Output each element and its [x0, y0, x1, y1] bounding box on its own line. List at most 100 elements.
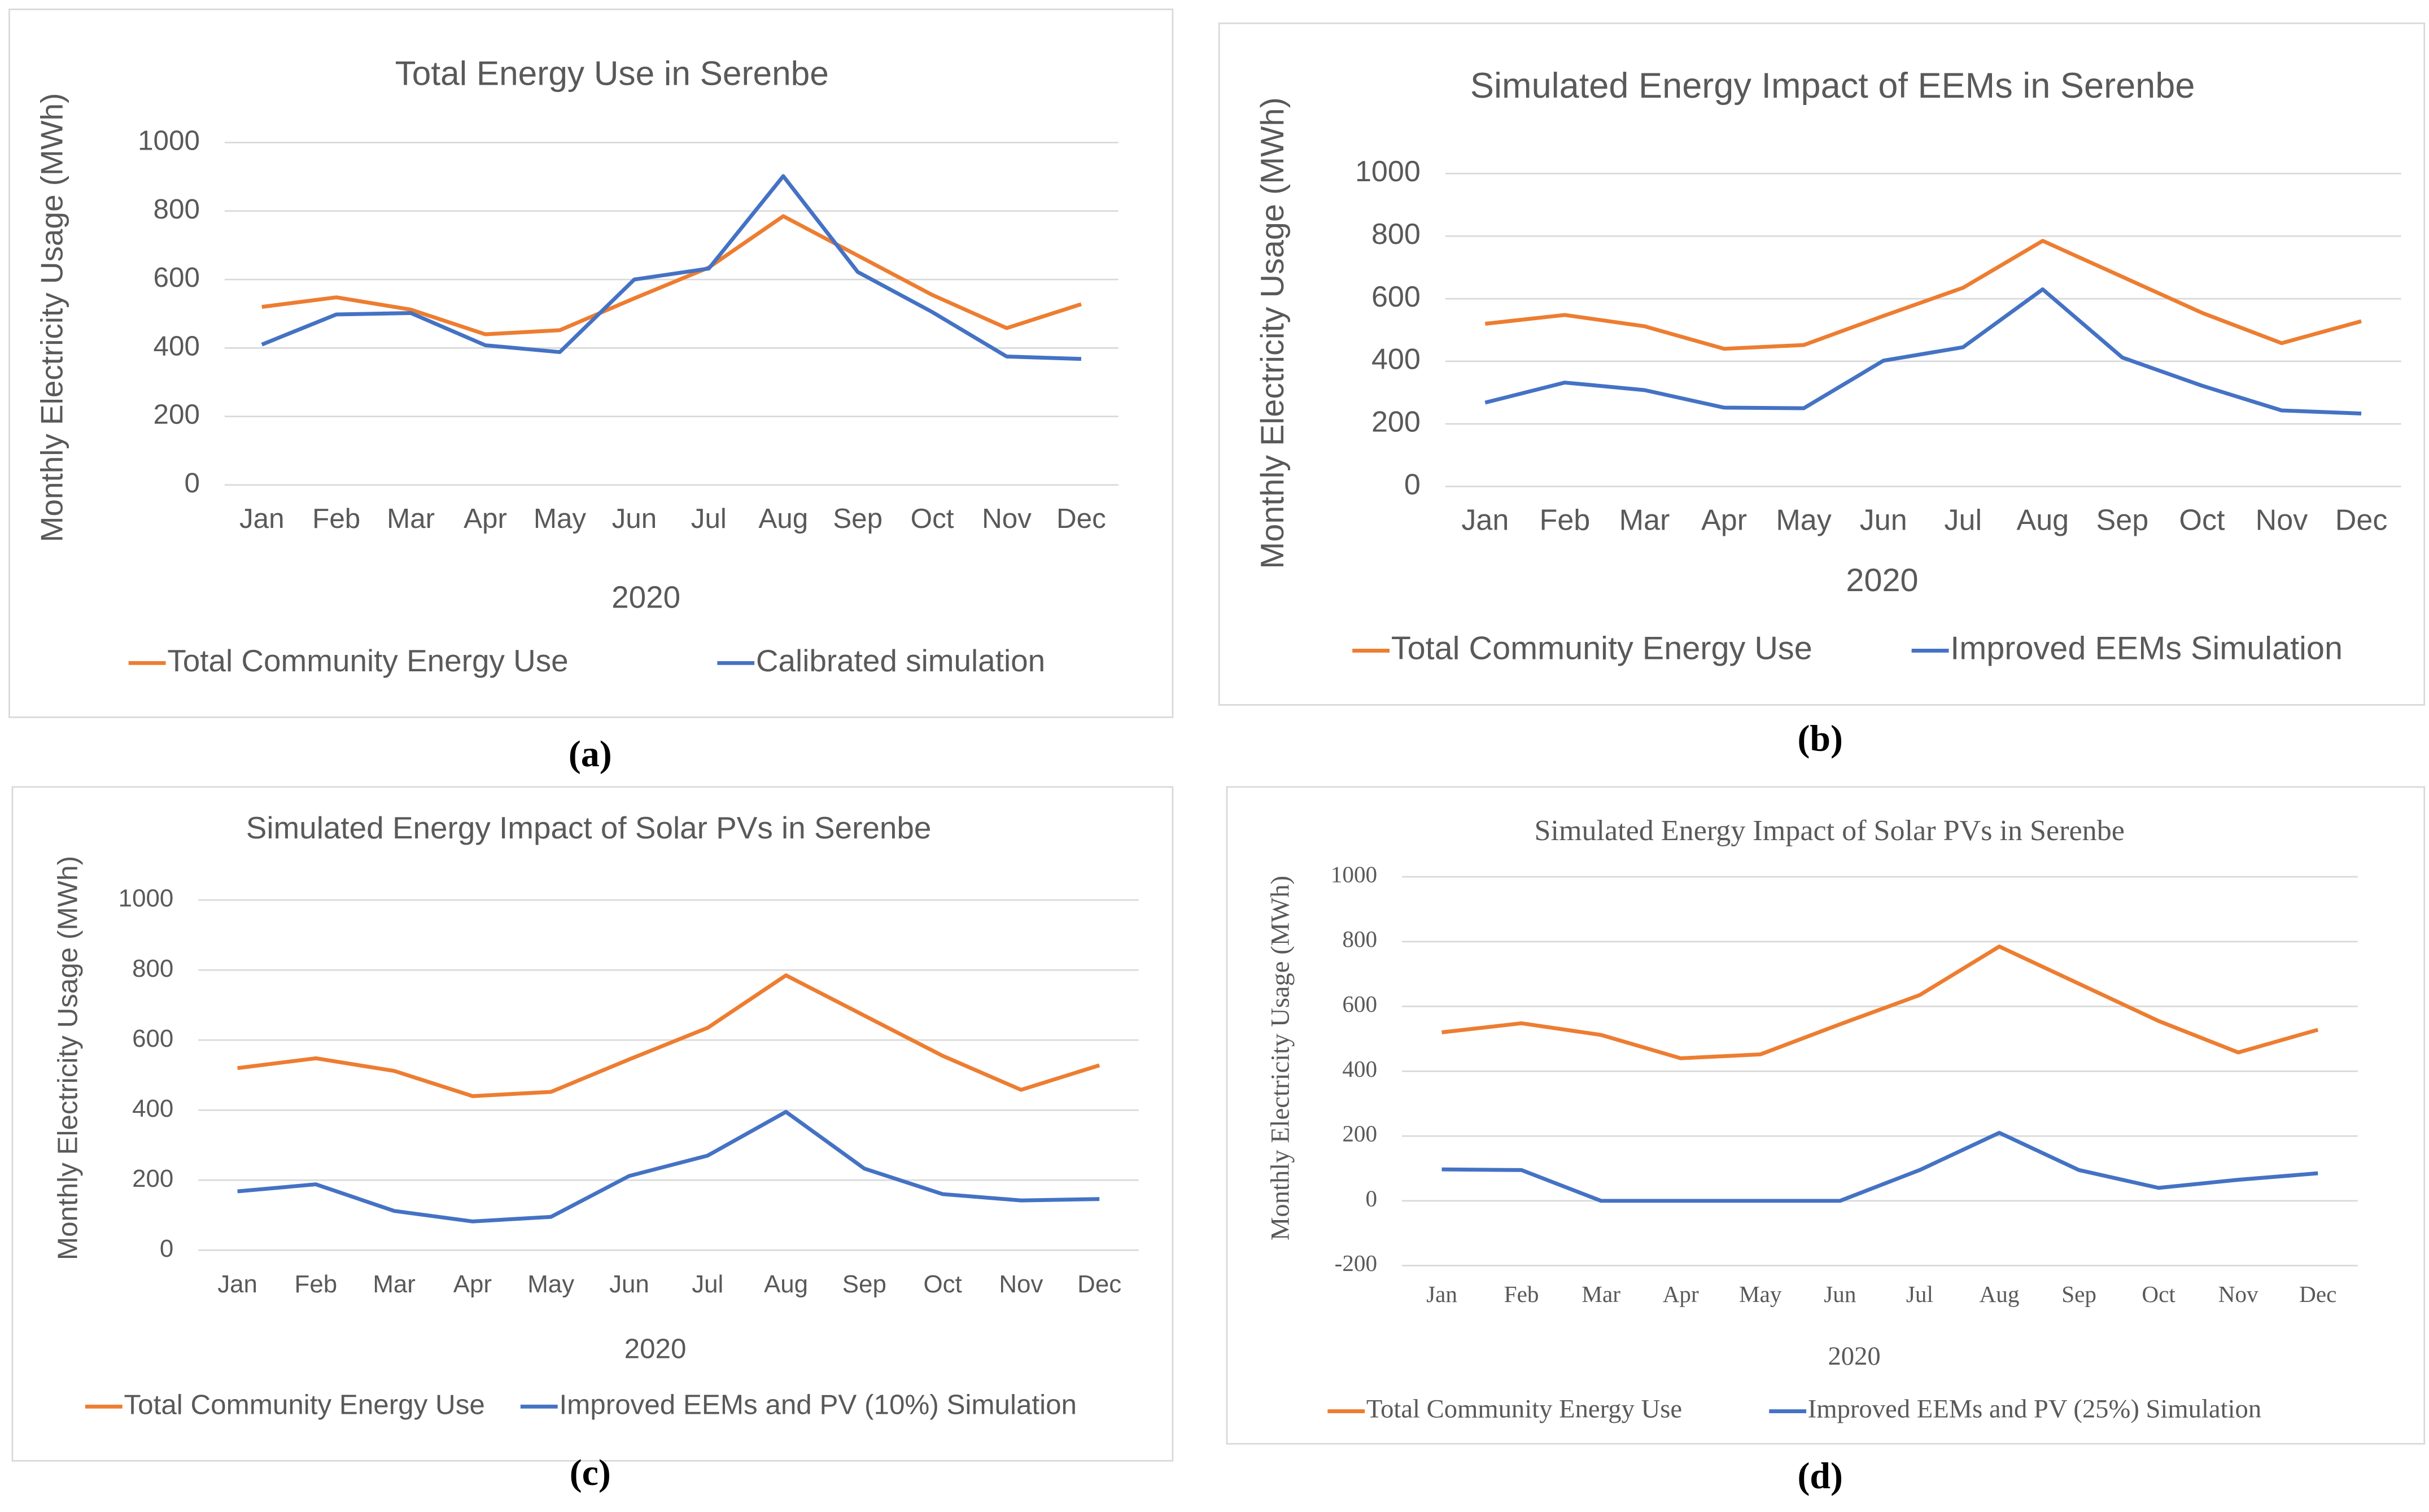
x-tick-label: Apr	[464, 503, 507, 534]
x-tick-label: Sep	[833, 503, 883, 534]
x-tick-label: Oct	[911, 503, 954, 534]
y-tick-label: 1000	[1355, 155, 1421, 188]
x-tick-label: Dec	[1056, 503, 1106, 534]
y-axis-label: Monthly Electricity Usage (MWh)	[1265, 876, 1295, 1240]
x-tick-label: Jun	[612, 503, 657, 534]
panel-caption: (b)	[1798, 718, 1843, 759]
y-tick-label: 400	[132, 1095, 173, 1122]
data-line	[1484, 287, 2362, 416]
chart-panel: Simulated Energy Impact of Solar PVs in …	[11, 786, 1174, 1462]
legend-label: Total Community Energy Use	[1366, 1394, 1682, 1423]
data-line	[1441, 944, 2319, 1060]
legend-label: Calibrated simulation	[756, 643, 1045, 678]
panel-border	[8, 8, 1174, 718]
x-tick-label: Sep	[2096, 504, 2149, 536]
y-tick-label: 800	[1342, 926, 1377, 952]
y-tick-label: 800	[154, 194, 200, 225]
y-tick-label: 200	[1342, 1121, 1377, 1147]
x-tick-label: Jul	[691, 503, 727, 534]
x-tick-label: Jan	[217, 1270, 257, 1298]
legend-label: Total Community Energy Use	[1391, 631, 1812, 667]
data-line	[261, 214, 1082, 337]
x-tick-label: Jan	[239, 503, 285, 534]
chart-panel: Total Energy Use in Serenbe Monthly Elect…	[8, 8, 1174, 718]
y-tick-label: 600	[1342, 991, 1377, 1017]
x-tick-label: Nov	[2218, 1281, 2258, 1307]
y-axis-label: Monthly Electricity Usage (MWh)	[53, 856, 84, 1260]
x-tick-label: Nov	[2256, 504, 2308, 536]
y-tick-label: 800	[132, 955, 173, 982]
x-axis-label: 2020	[1828, 1341, 1880, 1371]
data-line	[237, 973, 1100, 1098]
x-tick-label: Aug	[1980, 1281, 2020, 1307]
x-axis-label: 2020	[611, 579, 680, 614]
legend-label: Improved EEMs and PV (25%) Simulation	[1808, 1394, 2261, 1423]
legend-label: Improved EEMs Simulation	[1950, 631, 2343, 667]
legend-label: Total Community Energy Use	[124, 1389, 484, 1420]
y-tick-label: 1000	[119, 885, 174, 912]
x-tick-label: Nov	[999, 1270, 1043, 1298]
x-tick-label: Mar	[387, 503, 435, 534]
chart-panel: Simulated Energy Impact of Solar PVs in …	[1226, 786, 2426, 1445]
x-tick-label: Jul	[692, 1270, 723, 1298]
x-tick-label: Oct	[2179, 504, 2225, 536]
x-tick-label: Mar	[1619, 504, 1670, 536]
y-tick-label: 200	[1371, 406, 1421, 439]
x-tick-label: Sep	[842, 1270, 886, 1298]
y-tick-label: 200	[132, 1165, 173, 1192]
y-tick-label: 600	[154, 262, 200, 293]
x-tick-label: Jun	[1824, 1281, 1856, 1307]
x-tick-label: May	[534, 503, 587, 534]
y-tick-label: 1000	[1331, 861, 1377, 887]
y-tick-label: 0	[160, 1235, 173, 1262]
x-tick-label: Jan	[1461, 504, 1509, 536]
x-tick-label: Sep	[2061, 1281, 2096, 1307]
panel-border	[1218, 22, 2426, 706]
x-tick-label: May	[527, 1270, 574, 1298]
x-tick-label: Feb	[295, 1270, 338, 1298]
x-tick-label: May	[1739, 1281, 1782, 1307]
x-tick-label: Jan	[1426, 1281, 1457, 1307]
y-tick-label: 400	[1371, 343, 1421, 376]
y-tick-label: 600	[132, 1025, 173, 1052]
x-tick-label: Apr	[453, 1270, 492, 1298]
data-line	[261, 174, 1082, 361]
y-tick-label: 600	[1371, 281, 1421, 313]
x-tick-label: Dec	[2335, 504, 2388, 536]
data-line	[237, 1109, 1100, 1223]
chart-title: Simulated Energy Impact of EEMs in Seren…	[1470, 66, 2195, 106]
chart-panel: Simulated Energy Impact of EEMs in Seren…	[1218, 22, 2426, 706]
y-tick-label: 0	[184, 467, 199, 499]
data-line	[1484, 239, 2362, 351]
panel-caption: (c)	[570, 1452, 611, 1493]
y-tick-label: 0	[1404, 468, 1421, 501]
panel-caption: (a)	[569, 733, 612, 775]
x-tick-label: Feb	[1540, 504, 1591, 536]
chart-title: Simulated Energy Impact of Solar PVs in …	[1535, 815, 2125, 847]
x-tick-label: May	[1776, 504, 1831, 536]
x-tick-label: Jun	[609, 1270, 649, 1298]
x-tick-label: Oct	[923, 1270, 962, 1298]
panel-border	[1226, 786, 2426, 1445]
panel-caption: (d)	[1798, 1455, 1843, 1496]
y-tick-label: 0	[1366, 1185, 1378, 1211]
x-tick-label: Oct	[2142, 1281, 2175, 1307]
data-line	[1441, 1130, 2318, 1203]
legend-label: Total Community Energy Use	[167, 643, 568, 678]
x-tick-label: Aug	[758, 503, 808, 534]
y-tick-label: 800	[1371, 218, 1421, 251]
x-tick-label: Nov	[982, 503, 1032, 534]
x-tick-label: Jun	[1860, 504, 1907, 536]
panel-border	[11, 786, 1174, 1462]
x-axis-label: 2020	[624, 1334, 687, 1365]
x-tick-label: Mar	[373, 1270, 416, 1298]
y-tick-label: 200	[154, 399, 200, 430]
chart-title: Simulated Energy Impact of Solar PVs in …	[246, 810, 932, 845]
x-tick-label: Jul	[1944, 504, 1982, 536]
y-tick-label: -200	[1335, 1250, 1377, 1276]
chart-title: Total Energy Use in Serenbe	[395, 54, 829, 92]
y-axis-label: Monthly Electricity Usage (MWh)	[34, 93, 69, 543]
x-tick-label: Dec	[2299, 1281, 2336, 1307]
